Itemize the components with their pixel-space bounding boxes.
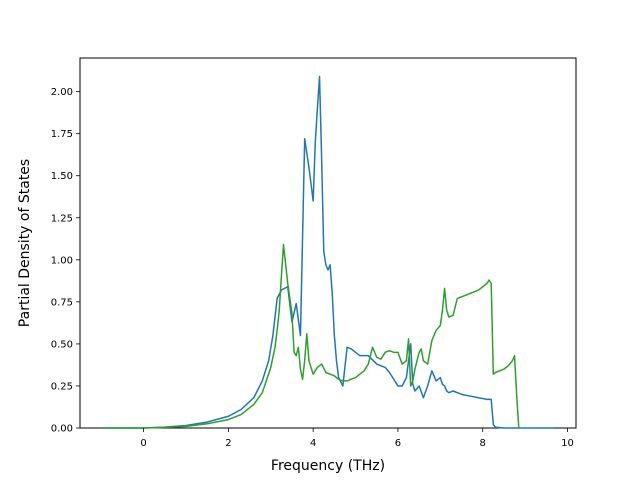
y-tick-label: 1.25 — [51, 213, 73, 224]
plot-area — [79, 57, 577, 429]
x-tick-label: 2 — [225, 438, 231, 449]
x-axis-ticks: 0 2 4 6 8 10 — [140, 428, 574, 449]
y-tick-label: 0.50 — [51, 339, 73, 350]
x-axis-label: Frequency (THz) — [271, 458, 385, 474]
y-tick-label: 1.00 — [51, 255, 73, 266]
plot-frame — [79, 57, 577, 429]
y-tick-label: 0.75 — [51, 297, 73, 308]
x-tick-label: 10 — [561, 438, 574, 449]
series-line-1 — [105, 243, 520, 429]
x-tick-label: 4 — [310, 438, 316, 449]
y-tick-label: 0.00 — [51, 424, 73, 435]
y-tick-label: 0.25 — [51, 381, 73, 392]
y-tick-label: 2.00 — [51, 87, 73, 98]
x-tick-label: 6 — [395, 438, 401, 449]
series-line-0 — [105, 75, 555, 429]
x-tick-label: 8 — [480, 438, 486, 449]
y-tick-label: 1.75 — [51, 129, 73, 140]
y-axis-label: Partial Density of States — [17, 159, 33, 327]
x-tick-label: 0 — [140, 438, 146, 449]
y-tick-label: 1.50 — [51, 171, 73, 182]
y-axis-ticks: 0.00 0.25 0.50 0.75 1.00 1.25 1.50 1.75 2.00 — [51, 87, 80, 435]
series-layer — [105, 75, 555, 429]
